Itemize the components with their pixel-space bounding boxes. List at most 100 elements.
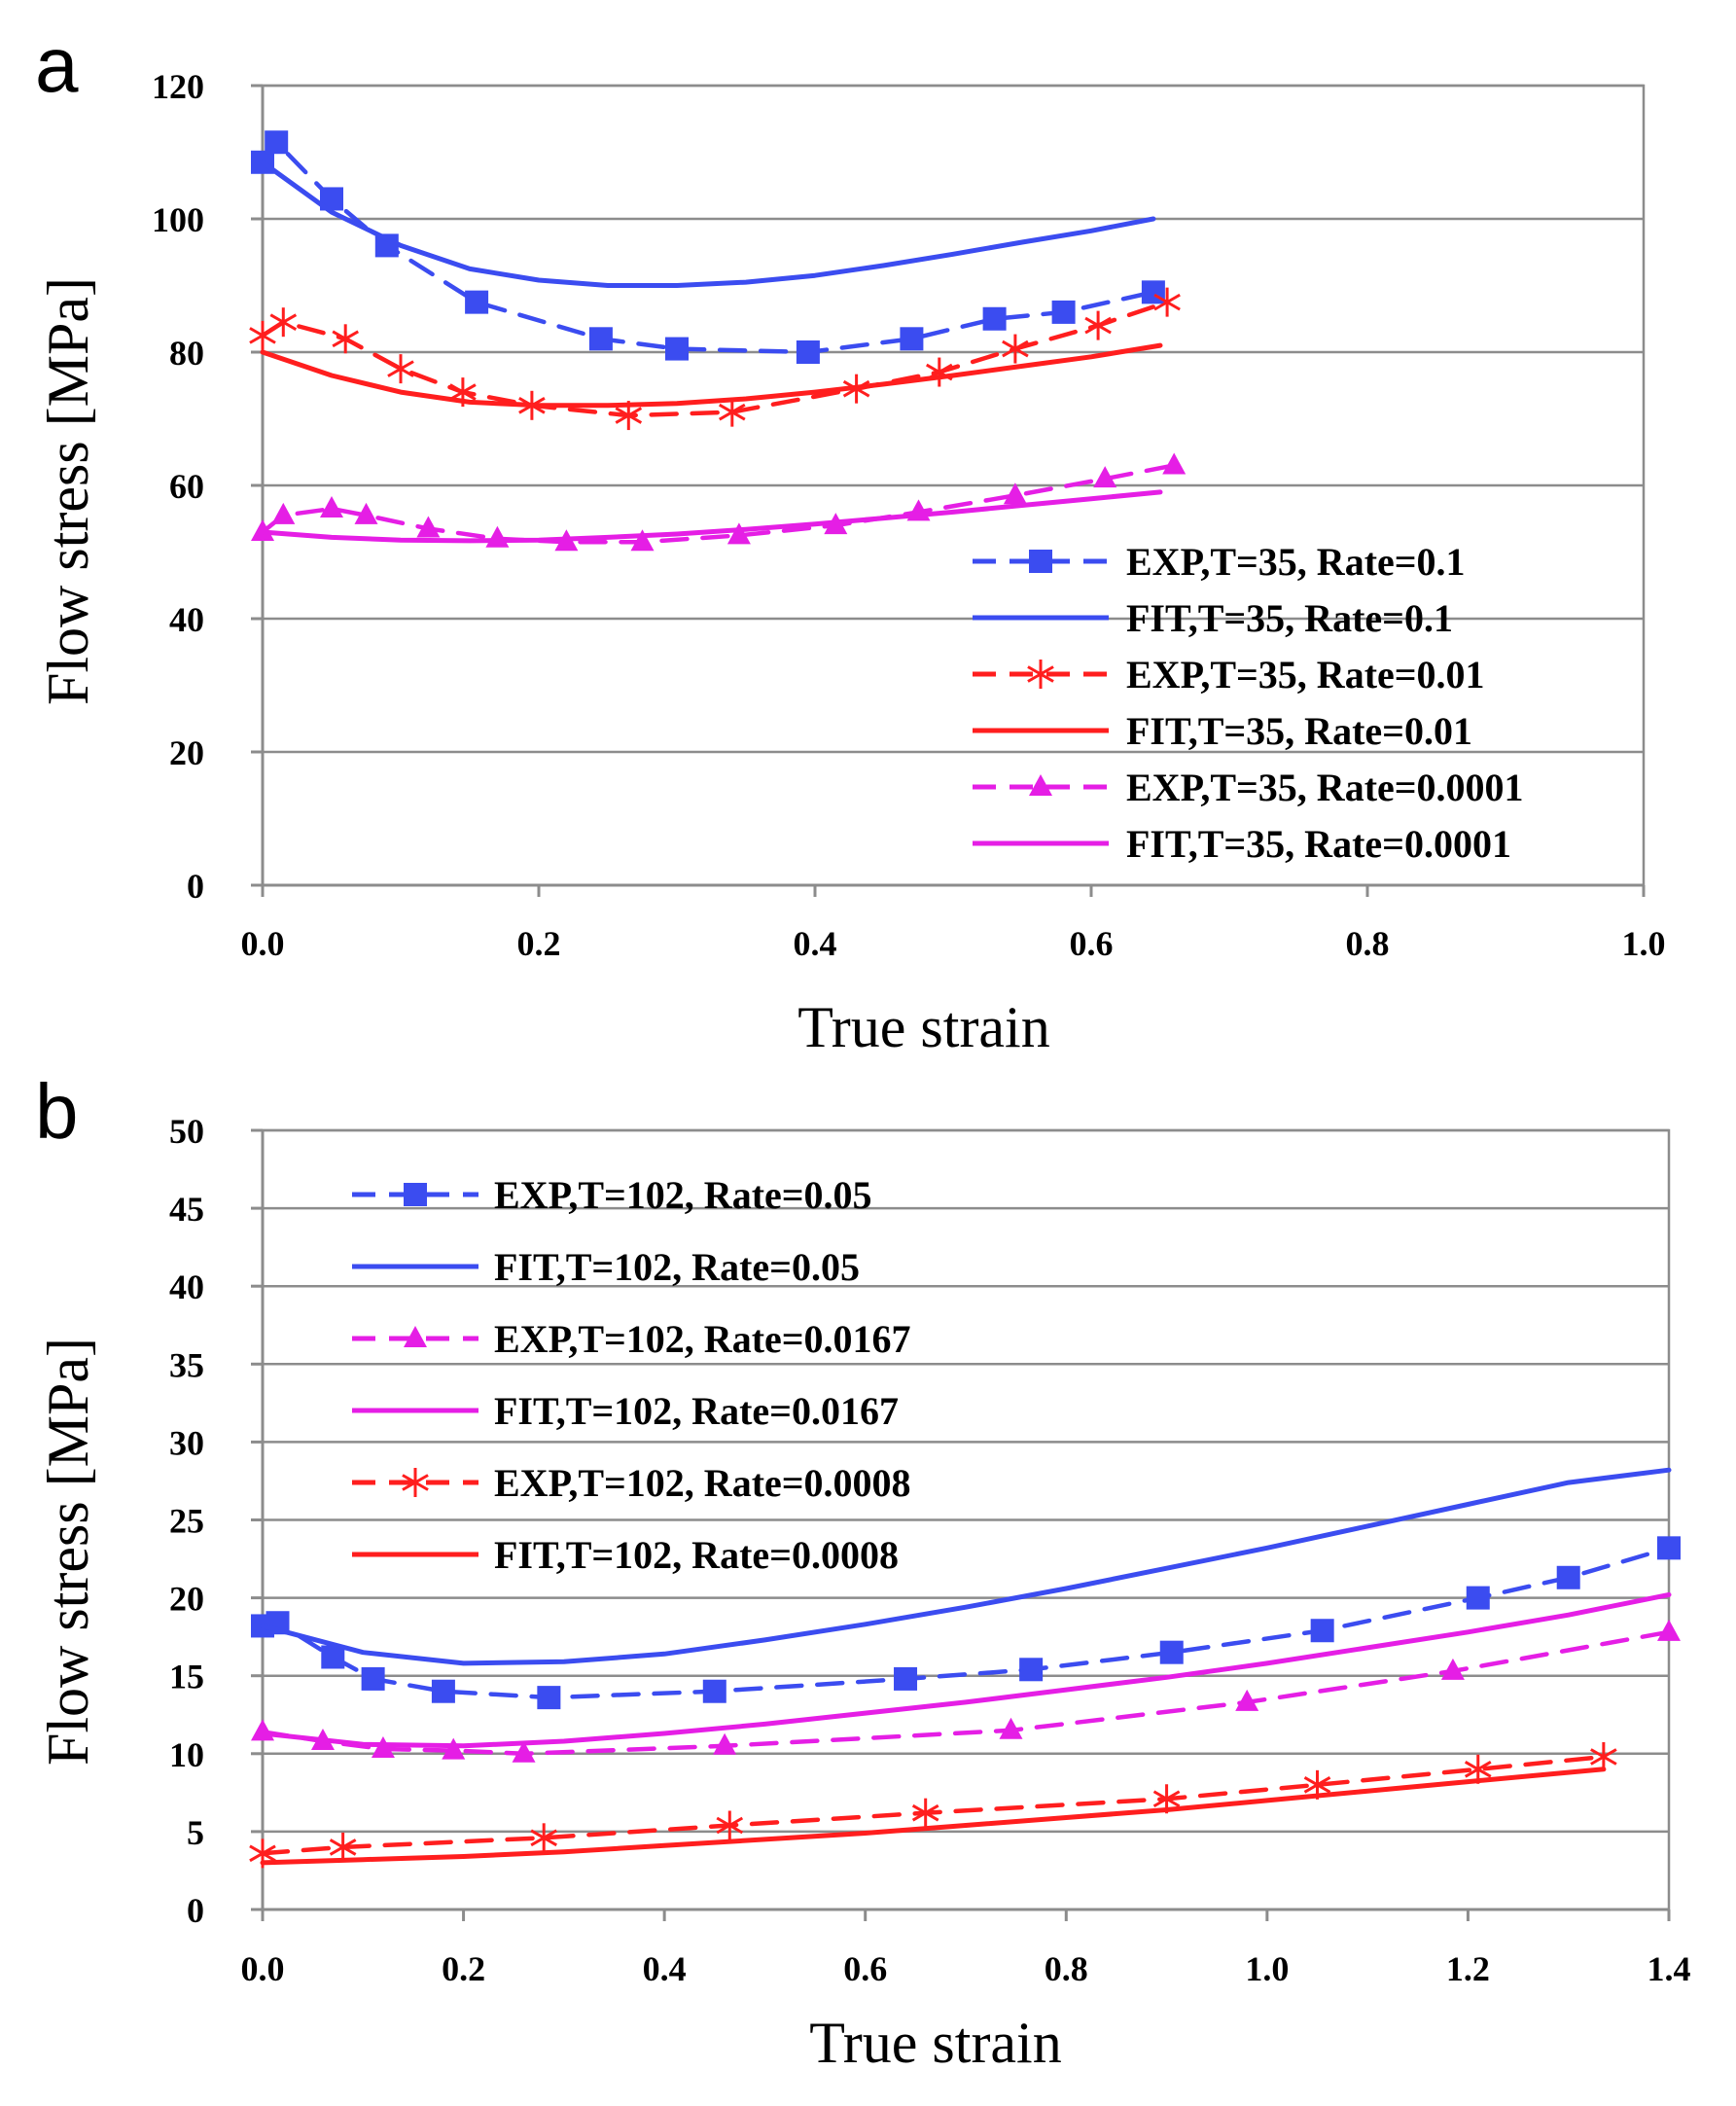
legend-label: EXP,T=35, Rate=0.01 <box>1126 653 1485 696</box>
series-exp-t-35-rate-0-1 <box>251 130 1165 364</box>
marker-stroke <box>249 1844 276 1863</box>
series-exp-t-102-rate-0-05 <box>251 1536 1681 1710</box>
panel-label: a <box>35 21 79 108</box>
data-point <box>485 525 510 548</box>
y-tick-labels: 0 20 40 60 80 100 120 <box>152 67 204 906</box>
series-line <box>260 1767 1607 1866</box>
data-point <box>716 1810 744 1840</box>
data-point <box>1310 1619 1334 1643</box>
data-point <box>271 502 296 524</box>
data-point <box>1235 1689 1259 1711</box>
x-tick-label: 0.0 <box>241 1949 285 1988</box>
grid-lines <box>261 1128 1671 1911</box>
legend-swatch-marker <box>1029 774 1052 796</box>
marker-stroke <box>615 407 643 424</box>
marker-stroke <box>1153 293 1181 311</box>
data-point <box>431 1679 455 1703</box>
legend-swatch-marker <box>404 1183 427 1206</box>
data-point <box>416 516 441 538</box>
panel-label: b <box>35 1068 79 1155</box>
y-axis-title: Flow stress [MPa] <box>36 1338 100 1766</box>
x-axis-title: True strain <box>809 2011 1061 2075</box>
data-point <box>999 1717 1023 1739</box>
y-tick-label: 120 <box>152 67 204 106</box>
data-point <box>1084 310 1112 340</box>
legend-label: EXP,T=35, Rate=0.0001 <box>1126 766 1524 809</box>
y-tick-label: 40 <box>169 1267 204 1306</box>
series-fit-t-35-rate-0-01 <box>260 342 1163 409</box>
y-tick-labels: 0 5 10 15 20 25 30 35 40 45 50 <box>169 1112 204 1930</box>
marker-stroke <box>1303 1776 1331 1794</box>
marker-stroke <box>332 330 359 348</box>
data-point <box>320 495 343 518</box>
data-point <box>1019 1658 1044 1682</box>
series-fit-t-102-rate-0-0008 <box>260 1767 1607 1866</box>
data-point <box>982 306 1007 331</box>
y-tick-label: 15 <box>169 1658 204 1696</box>
data-point <box>713 1732 737 1755</box>
series-fit-t-35-rate-0-1 <box>260 160 1156 288</box>
data-point <box>512 1740 536 1763</box>
data-point <box>1590 1742 1617 1772</box>
series-exp-t-35-rate-0-01 <box>249 287 1181 431</box>
series-line <box>260 1467 1672 1666</box>
data-point <box>329 1832 357 1862</box>
y-tick-label: 35 <box>169 1345 204 1384</box>
legend-item: FIT,T=102, Rate=0.0167 <box>352 1389 899 1433</box>
series-fit-t-35-rate-0-0001 <box>260 489 1163 544</box>
marker-stroke <box>387 360 414 377</box>
x-tick-label: 1.0 <box>1245 1949 1289 1988</box>
y-tick-label: 20 <box>169 1580 204 1619</box>
legend-item: EXP,T=35, Rate=0.01 <box>973 653 1485 696</box>
y-axis-title: Flow stress [MPa] <box>36 277 100 705</box>
y-tick-label: 5 <box>187 1813 204 1852</box>
x-tick-label: 0.8 <box>1346 924 1390 963</box>
x-tick-label: 1.0 <box>1622 924 1666 963</box>
series-line <box>260 1591 1672 1749</box>
legend-label: EXP,T=35, Rate=0.1 <box>1126 540 1466 584</box>
series-exp-t-102-rate-0-0008 <box>249 1742 1617 1869</box>
y-tick-label: 10 <box>169 1735 204 1774</box>
legend-label: FIT,T=35, Rate=0.01 <box>1126 709 1472 753</box>
data-point <box>911 1798 939 1828</box>
series-line <box>260 489 1163 544</box>
legend-label: FIT,T=102, Rate=0.0008 <box>494 1533 899 1577</box>
legend-label: FIT,T=35, Rate=0.1 <box>1126 596 1453 640</box>
data-point <box>630 529 655 552</box>
y-tick-label: 0 <box>187 1891 204 1930</box>
chart-panel-b: b 0 5 10 15 20 25 30 35 40 45 50 0.0 0.2 0.4 0.6 0.8 1.… <box>35 1068 1691 2075</box>
x-tick-label: 0.4 <box>643 1949 687 1988</box>
marker-stroke <box>911 1803 939 1822</box>
legend-item: FIT,T=102, Rate=0.05 <box>352 1245 860 1289</box>
data-point <box>1002 334 1029 364</box>
marker-stroke <box>1027 665 1054 683</box>
legend-label: EXP,T=102, Rate=0.0008 <box>494 1461 911 1505</box>
data-point <box>530 1823 557 1853</box>
data-point <box>269 307 298 338</box>
legend: EXP,T=102, Rate=0.05 FIT,T=102, Rate=0.05… <box>352 1173 911 1577</box>
marker-stroke <box>329 1838 357 1856</box>
y-tick-label: 60 <box>169 467 204 506</box>
data-point <box>926 357 953 387</box>
legend-item: FIT,T=35, Rate=0.0001 <box>973 822 1511 866</box>
data-point <box>665 337 689 361</box>
data-point <box>251 1719 274 1741</box>
marker-stroke <box>1464 1761 1492 1778</box>
x-tick-label: 0.6 <box>843 1949 887 1988</box>
marker-stroke <box>249 327 276 344</box>
y-tick-label: 25 <box>169 1502 204 1541</box>
data-point <box>1556 1565 1580 1589</box>
legend-item: EXP,T=35, Rate=0.0001 <box>973 766 1524 809</box>
legend-item: EXP,T=102, Rate=0.0167 <box>352 1317 911 1361</box>
marker-stroke <box>1002 339 1029 358</box>
marker-stroke <box>1152 1790 1181 1808</box>
legend-item: EXP,T=102, Rate=0.05 <box>352 1173 872 1217</box>
legend: EXP,T=35, Rate=0.1 FIT,T=35, Rate=0.1 EXP,… <box>973 540 1524 866</box>
marker-stroke <box>716 1816 744 1835</box>
legend-swatch-marker <box>1027 660 1054 689</box>
legend-item: FIT,T=35, Rate=0.01 <box>973 709 1472 753</box>
legend-item: EXP,T=35, Rate=0.1 <box>973 540 1466 584</box>
y-tick-label: 45 <box>169 1190 204 1229</box>
data-point <box>1440 1658 1465 1680</box>
series-line <box>260 160 1156 288</box>
